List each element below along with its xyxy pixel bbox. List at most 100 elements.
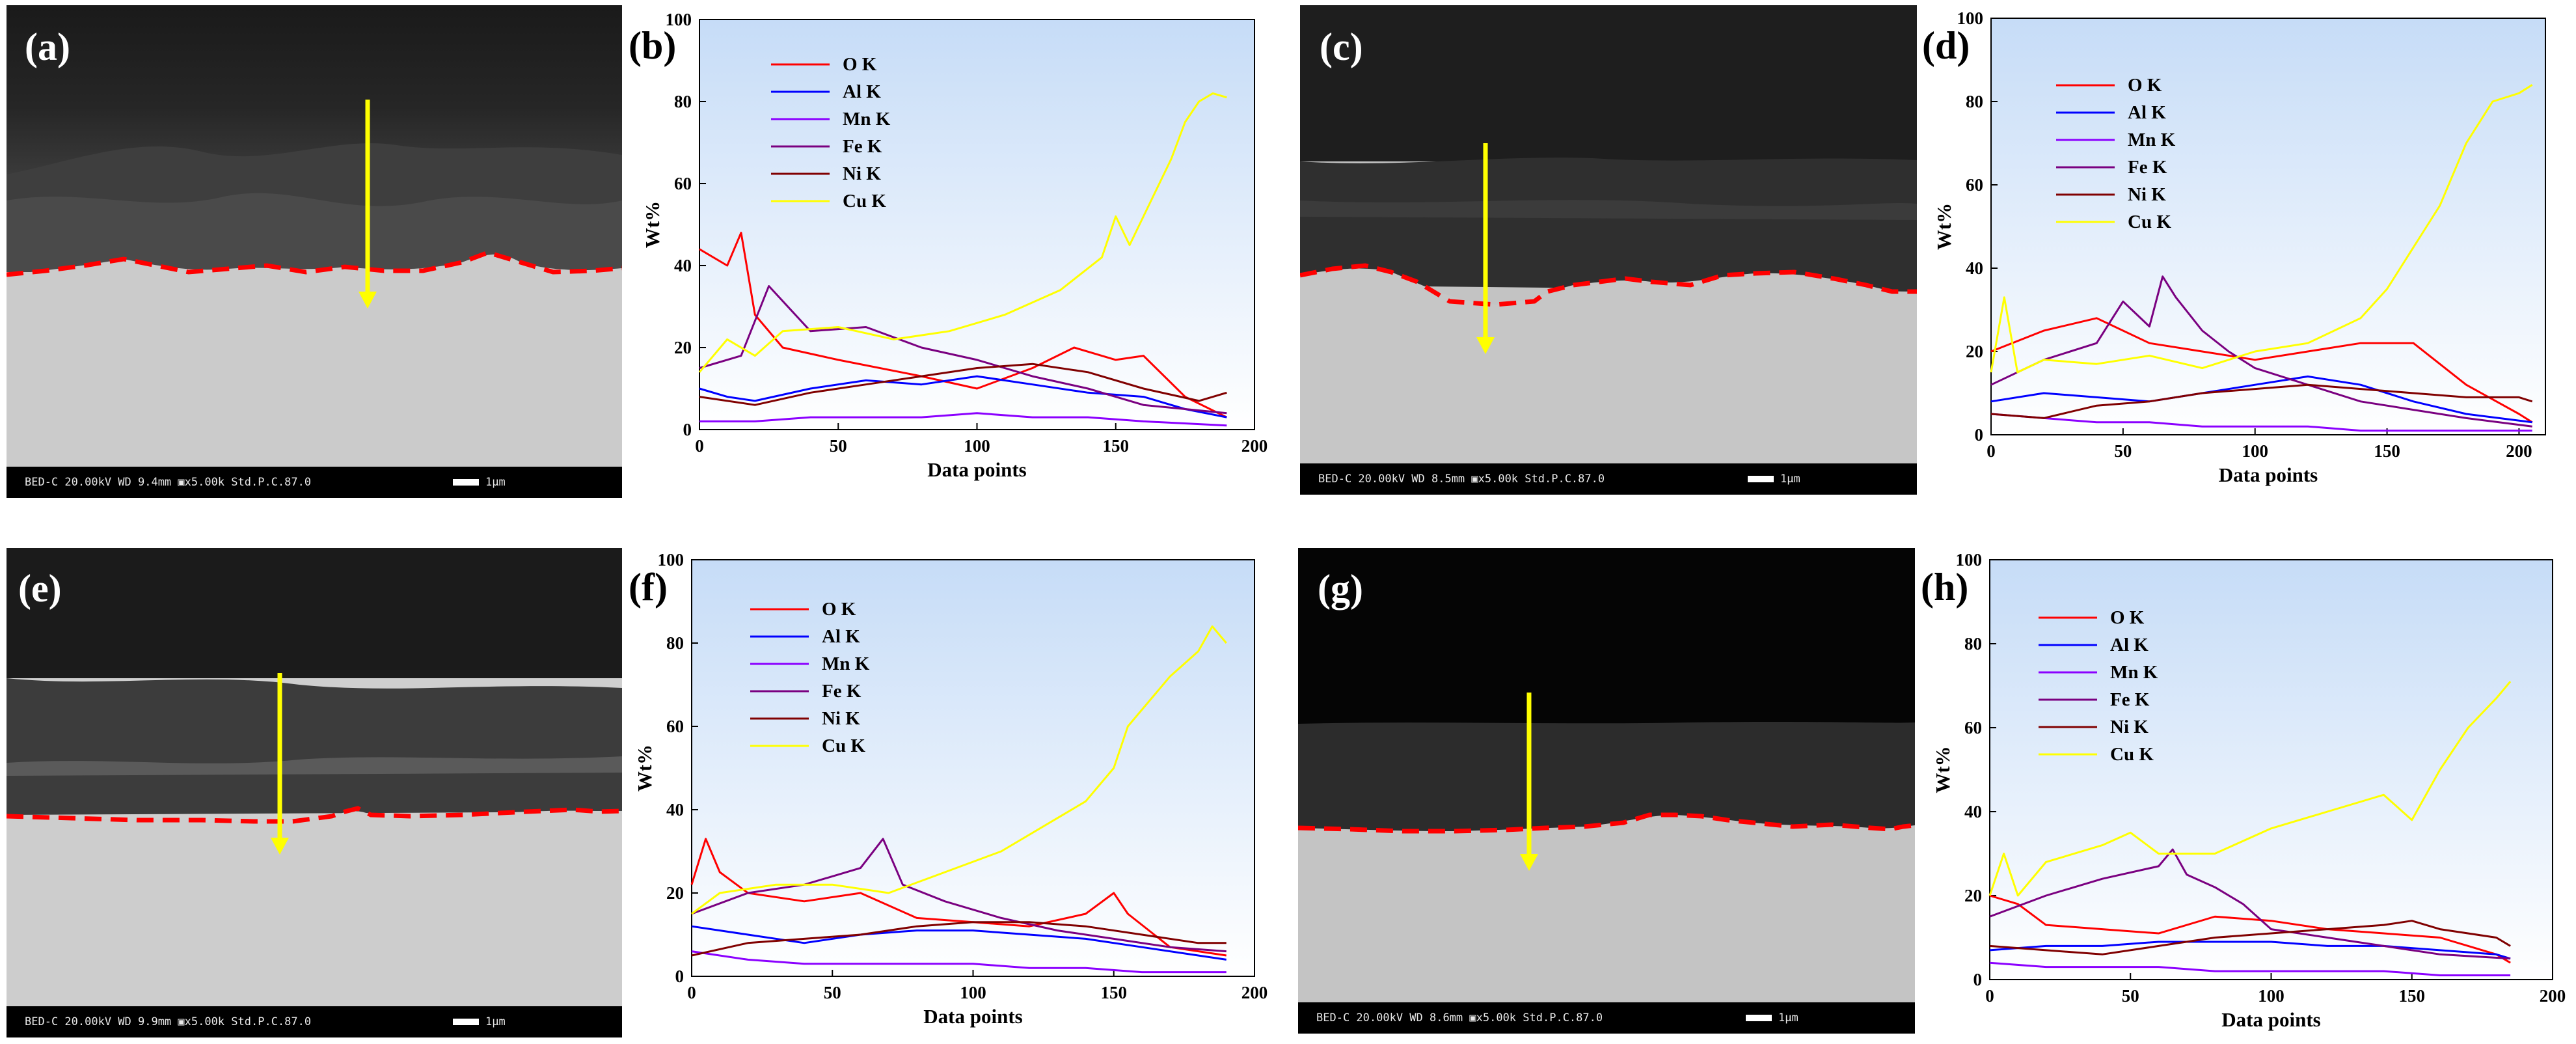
panel-label-e: (e) bbox=[18, 567, 62, 610]
series-line-o bbox=[1990, 317, 2533, 424]
series-line-o bbox=[1989, 894, 2511, 964]
y-tick-label: 60 bbox=[1964, 718, 1982, 737]
scan-arrow-head bbox=[359, 292, 377, 309]
y-axis-label: Wt% bbox=[1932, 203, 1955, 250]
x-tick-label: 150 bbox=[2374, 441, 2400, 461]
legend-label-al: Al K bbox=[2128, 102, 2166, 123]
plot-area bbox=[699, 19, 1255, 430]
series-line-mn bbox=[1989, 961, 2511, 977]
series-line-o bbox=[699, 232, 1228, 419]
sem-info-text: BED-C 20.00kV WD 9.9mm ▣x5.00k Std.P.C.8… bbox=[25, 1015, 312, 1028]
y-tick-label: 40 bbox=[666, 800, 684, 819]
y-tick-label: 20 bbox=[1966, 342, 1983, 361]
series-line-fe bbox=[1989, 848, 2511, 960]
x-tick-label: 100 bbox=[960, 983, 986, 1002]
legend-label-mn: Mn K bbox=[822, 653, 870, 674]
x-axis-label: Data points bbox=[927, 458, 1026, 481]
y-tick-label: 0 bbox=[675, 967, 685, 986]
scale-label: 1µm bbox=[485, 1015, 506, 1028]
sem-micrograph-c bbox=[1300, 5, 1917, 463]
plot-area bbox=[691, 559, 1255, 977]
interface-line bbox=[7, 806, 622, 824]
panel-label-f: (f) bbox=[629, 566, 668, 609]
legend-label-ni: Ni K bbox=[822, 708, 860, 729]
legend-label-mn: Mn K bbox=[2110, 662, 2158, 683]
legend-label-fe: Fe K bbox=[2110, 689, 2150, 710]
x-tick-label: 50 bbox=[2114, 441, 2132, 461]
legend-label-al: Al K bbox=[2110, 635, 2149, 655]
x-tick-label: 100 bbox=[2258, 986, 2285, 1006]
x-tick-label: 100 bbox=[964, 436, 990, 456]
scan-arrow-head bbox=[271, 838, 289, 855]
x-tick-label: 50 bbox=[824, 983, 841, 1002]
x-axis-label: Data points bbox=[2219, 463, 2318, 486]
y-tick-label: 100 bbox=[658, 550, 685, 570]
series-line-mn bbox=[1990, 413, 2532, 432]
plot-area bbox=[1989, 559, 2553, 980]
panel-label-b: (b) bbox=[629, 24, 677, 67]
sem-image-c: BED-C 20.00kV WD 8.5mm ▣x5.00k Std.P.C.8… bbox=[1300, 5, 1917, 495]
y-tick-label: 100 bbox=[1957, 8, 1984, 28]
legend-label-mn: Mn K bbox=[843, 109, 891, 130]
sem-info-text: BED-C 20.00kV WD 9.4mm ▣x5.00k Std.P.C.8… bbox=[25, 476, 312, 489]
legend-label-cu: Cu K bbox=[2128, 212, 2171, 232]
y-tick-label: 100 bbox=[666, 10, 692, 29]
legend-label-o: O K bbox=[2128, 75, 2162, 96]
y-tick-label: 60 bbox=[674, 174, 692, 193]
x-tick-label: 150 bbox=[1101, 983, 1128, 1002]
legend-label-fe: Fe K bbox=[843, 136, 882, 157]
sem-image-g: BED-C 20.00kV WD 8.6mm ▣x5.00k Std.P.C.8… bbox=[1298, 548, 1915, 1034]
series-line-ni bbox=[1990, 383, 2533, 419]
x-tick-label: 100 bbox=[2242, 441, 2268, 461]
y-tick-label: 80 bbox=[674, 92, 692, 111]
legend-label-al: Al K bbox=[822, 626, 860, 647]
series-line-cu bbox=[698, 92, 1227, 373]
legend-label-ni: Ni K bbox=[843, 163, 881, 184]
sem-micrograph-e bbox=[7, 548, 622, 1006]
x-axis-label: Data points bbox=[2221, 1008, 2320, 1031]
oxide-layer bbox=[7, 678, 622, 815]
interface-line bbox=[1298, 812, 1915, 834]
series-line-al bbox=[1989, 941, 2511, 960]
legend-label-cu: Cu K bbox=[843, 191, 886, 212]
legend-label-ni: Ni K bbox=[2128, 184, 2166, 205]
sem-info-bar: BED-C 20.00kV WD 8.6mm ▣x5.00k Std.P.C.8… bbox=[1298, 1002, 1915, 1034]
sem-image-a: BED-C 20.00kV WD 9.4mm ▣x5.00k Std.P.C.8… bbox=[7, 5, 622, 498]
series-line-al bbox=[699, 375, 1227, 419]
series-line-al bbox=[691, 925, 1227, 961]
sem-info-bar: BED-C 20.00kV WD 9.4mm ▣x5.00k Std.P.C.8… bbox=[7, 467, 622, 498]
y-axis-label: Wt% bbox=[1931, 746, 1954, 793]
y-axis-label: Wt% bbox=[633, 745, 656, 791]
y-tick-label: 0 bbox=[1973, 970, 1983, 989]
oxide-layer bbox=[1300, 158, 1917, 292]
legend-label-mn: Mn K bbox=[2128, 130, 2176, 150]
panel-label-h: (h) bbox=[1921, 566, 1969, 609]
y-tick-label: 60 bbox=[666, 717, 684, 736]
x-tick-label: 200 bbox=[1241, 436, 1268, 456]
series-line-mn bbox=[699, 412, 1227, 427]
panel-label-d: (d) bbox=[1922, 24, 1970, 67]
series-line-mn bbox=[691, 950, 1227, 974]
sem-info-text: BED-C 20.00kV WD 8.6mm ▣x5.00k Std.P.C.8… bbox=[1316, 1011, 1603, 1024]
sem-image-e: BED-C 20.00kV WD 9.9mm ▣x5.00k Std.P.C.8… bbox=[7, 548, 622, 1037]
scale-bar bbox=[1746, 1015, 1772, 1021]
panel-label-g: (g) bbox=[1318, 567, 1363, 610]
x-tick-label: 0 bbox=[1986, 441, 1996, 461]
legend-label-fe: Fe K bbox=[2128, 157, 2167, 178]
legend-label-ni: Ni K bbox=[2110, 717, 2149, 737]
y-tick-label: 40 bbox=[1966, 258, 1983, 278]
y-tick-label: 0 bbox=[683, 420, 692, 439]
sem-info-text: BED-C 20.00kV WD 8.5mm ▣x5.00k Std.P.C.8… bbox=[1318, 473, 1605, 486]
scan-arrow-head bbox=[1520, 854, 1538, 871]
x-tick-label: 50 bbox=[830, 436, 847, 456]
series-line-o bbox=[690, 838, 1227, 957]
y-tick-label: 60 bbox=[1966, 175, 1983, 195]
oxide-layer bbox=[1298, 722, 1915, 834]
sem-micrograph-a bbox=[7, 5, 622, 467]
interface-line bbox=[7, 250, 622, 277]
y-tick-label: 100 bbox=[1956, 550, 1983, 570]
series-line-cu bbox=[1990, 84, 2533, 374]
scale-bar bbox=[453, 1019, 479, 1025]
